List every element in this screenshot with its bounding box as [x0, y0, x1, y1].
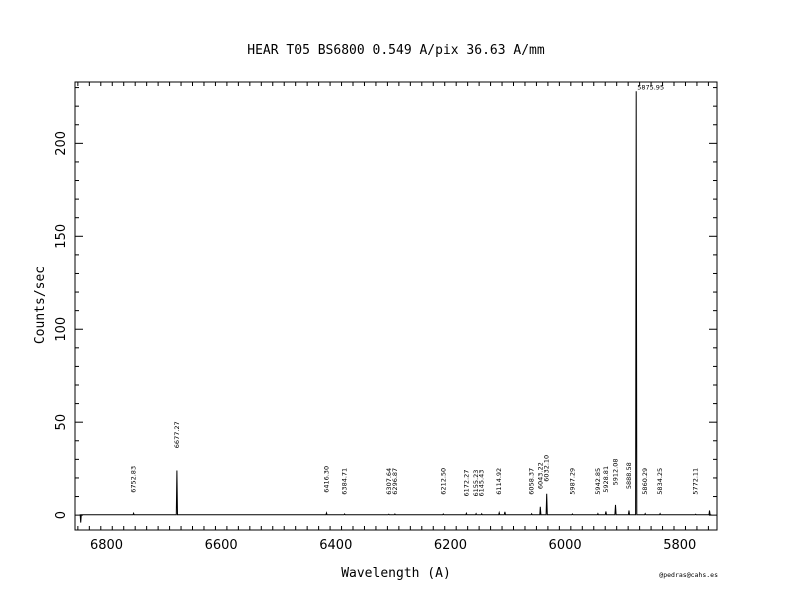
peak-label: 6114.92: [495, 468, 503, 495]
y-axis-label: Counts/sec: [33, 266, 48, 344]
chart-title: HEAR T05 BS6800 0.549 A/pix 36.63 A/mm: [247, 43, 545, 58]
y-tick-label: 200: [54, 131, 69, 156]
x-tick-label: 6200: [434, 538, 467, 553]
axis-tick-labels: 6800 6600 6400 6200 6000 5800 0 50 100 150 200: [54, 131, 696, 553]
peak-label: 5834.25: [656, 468, 664, 495]
peak-label: 6172.27: [462, 470, 470, 497]
peak-label: 5888.58: [625, 462, 633, 489]
peak-label: 5942.85: [594, 468, 602, 495]
peak-label: 6212.50: [439, 468, 447, 495]
peak-label: 5987.29: [568, 468, 576, 495]
x-tick-label: 5800: [663, 538, 696, 553]
peak-label: 6155.23: [472, 470, 480, 497]
axis-ticks: [75, 82, 717, 530]
peak-label: 6677.27: [173, 421, 181, 448]
x-tick-label: 6000: [549, 538, 582, 553]
peak-label: 5860.29: [641, 468, 649, 495]
plot-frame: [74, 81, 718, 531]
y-tick-label: 100: [54, 317, 69, 342]
peak-label: 5772.11: [692, 468, 700, 495]
peak-label: 6032.10: [543, 455, 551, 482]
x-tick-label: 6400: [319, 538, 352, 553]
peak-label: 6296.87: [391, 468, 399, 495]
x-tick-label: 6600: [205, 538, 238, 553]
peak-label: 6384.71: [341, 468, 349, 495]
y-tick-label: 150: [54, 224, 69, 249]
peak-label: 6307.64: [385, 468, 393, 495]
peak-label: 5875.95: [637, 83, 664, 91]
y-tick-label: 0: [54, 511, 69, 519]
peak-label: 6145.43: [478, 470, 486, 497]
peak-label: 6416.30: [323, 466, 331, 493]
x-axis-label: Wavelength (A): [341, 566, 451, 581]
peak-labels: 6752.83 6677.27 6416.30 6384.71 6307.646296.…: [130, 83, 700, 496]
peak-label: 6058.37: [528, 468, 536, 495]
credit-text: @pedras@cahs.es: [659, 571, 718, 579]
x-tick-label: 6800: [90, 538, 123, 553]
peak-label: 5928.81: [602, 466, 610, 493]
peak-label: 5912.08: [612, 459, 620, 486]
peak-label: 6752.83: [130, 466, 138, 493]
peak-label: 6043.22: [536, 462, 544, 489]
spectrum-line: [79, 91, 712, 523]
y-tick-label: 50: [54, 414, 69, 431]
